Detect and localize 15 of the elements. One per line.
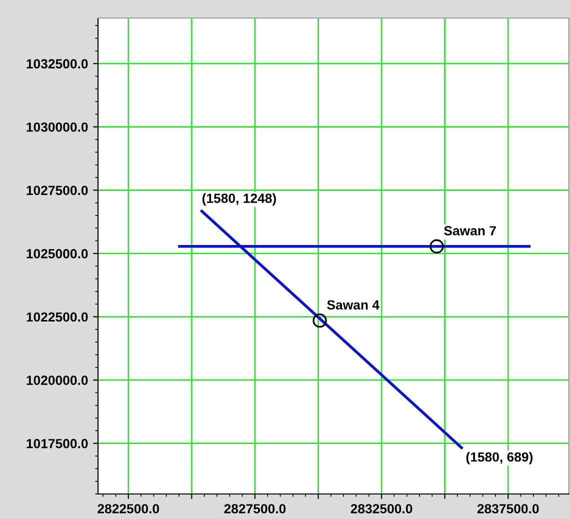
x-tick-label: 2822500.0 [98, 504, 160, 514]
annotation: (1580, 689) [466, 452, 533, 464]
series-label: Sawan 7 [444, 226, 496, 236]
y-tick-label: 1020000.0 [26, 376, 88, 385]
annotation: (1580, 1248) [202, 193, 276, 206]
y-tick-label: 1027500.0 [26, 186, 88, 196]
y-tick-label: 1022500.0 [26, 312, 88, 322]
x-tick-label: 2832500.0 [350, 504, 412, 514]
y-tick-label: 1017500.0 [26, 438, 88, 448]
series-label: Sawan 4 [327, 300, 380, 310]
y-tick-label: 1030000.0 [26, 122, 88, 132]
y-tick-label: 1032500.0 [26, 59, 88, 69]
y-tick-label: 1025000.0 [26, 249, 88, 258]
x-tick-label: 2837500.0 [477, 504, 539, 514]
x-tick-label: 2827500.0 [224, 504, 286, 514]
